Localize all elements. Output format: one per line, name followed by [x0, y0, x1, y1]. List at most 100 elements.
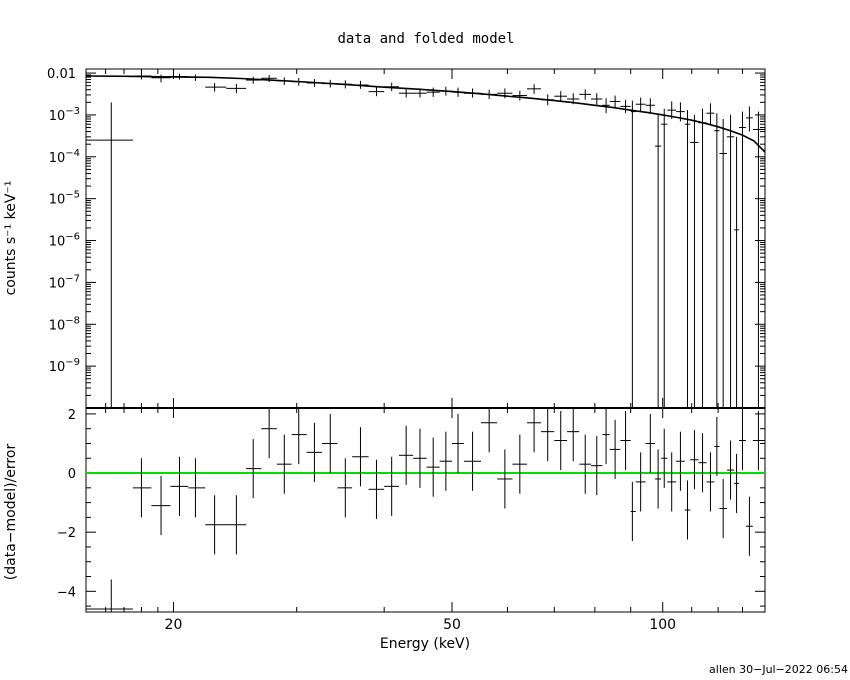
spectrum-panel: 0.01 10−3 10−4 10−5 10−6 10−7 10−8 10−9: [47, 67, 766, 409]
residual-point: [352, 427, 369, 487]
residual-point: [452, 413, 464, 474]
y-tick-label-spectrum: 10−4: [49, 148, 80, 166]
footer-stamp: allen 30−Jul−2022 06:54: [709, 663, 848, 676]
residual-point: [398, 425, 414, 485]
residual-point: [752, 410, 765, 471]
data-point: [734, 136, 739, 408]
residual-point: [635, 452, 646, 512]
data-point: [630, 100, 636, 408]
data-point: [554, 91, 568, 102]
residuals-frame: [85, 407, 766, 613]
y-tick-label-residuals: 2: [68, 408, 76, 423]
residual-point: [188, 458, 206, 518]
y-tick-label-spectrum: 10−7: [49, 273, 80, 291]
y-tick-label-spectrum: 10−3: [49, 106, 80, 124]
data-point: [527, 84, 541, 94]
data-point: [261, 74, 277, 83]
residual-point: [676, 431, 685, 491]
data-point: [635, 97, 646, 112]
residual-point: [261, 408, 277, 459]
residual-point: [714, 416, 720, 476]
y-tick-label-spectrum: 0.01: [47, 67, 76, 82]
y-tick-label-spectrum: 10−8: [49, 315, 80, 333]
residual-point: [413, 428, 427, 488]
data-point: [698, 108, 707, 408]
data-point: [368, 87, 385, 97]
y-tick-label-spectrum: 10−5: [49, 190, 80, 208]
data-point: [151, 74, 171, 83]
residual-point: [540, 408, 555, 462]
residual-point: [630, 481, 636, 542]
y-tick-label-spectrum: 10−9: [49, 357, 80, 375]
residual-point: [579, 434, 592, 494]
residual-point: [655, 449, 662, 509]
residual-point: [602, 408, 610, 465]
residual-point: [690, 430, 699, 490]
residual-point: [321, 413, 338, 474]
residual-point: [463, 431, 481, 491]
data-point: [602, 98, 610, 114]
residual-point: [706, 452, 715, 512]
y-tick-label-residuals: −4: [57, 585, 76, 600]
residual-point: [368, 459, 385, 519]
residual-point: [512, 434, 528, 494]
residual-point: [719, 478, 727, 539]
data-point: [86, 102, 133, 408]
residual-point: [151, 476, 171, 536]
data-point: [726, 114, 735, 408]
residual-point: [306, 422, 322, 482]
residual-point: [609, 419, 621, 479]
residual-point: [384, 456, 399, 516]
residual-point: [480, 408, 498, 453]
y-tick-label-residuals: 0: [68, 467, 76, 482]
model-line: [85, 75, 766, 153]
data-point: [752, 111, 765, 408]
residual-point: [745, 496, 753, 556]
residual-point: [205, 495, 227, 555]
data-point: [738, 111, 746, 408]
chart-title: data and folded model: [337, 31, 514, 47]
data-point: [579, 89, 592, 100]
residual-point: [734, 453, 739, 513]
x-axis-label: Energy (keV): [380, 636, 470, 652]
data-point: [620, 99, 631, 114]
y-tick-label-spectrum: 10−6: [49, 232, 80, 250]
residual-point: [661, 428, 668, 488]
data-point: [706, 103, 715, 125]
residual-point: [738, 410, 746, 471]
data-point: [226, 83, 247, 94]
spectrum-frame: [85, 68, 766, 409]
data-point: [398, 88, 414, 98]
residual-point: [527, 408, 541, 453]
data-point: [714, 113, 720, 408]
residual-point: [426, 437, 440, 497]
residual-point: [170, 456, 189, 516]
residual-point: [86, 579, 133, 612]
data-point: [690, 114, 699, 408]
data-point: [591, 93, 603, 106]
y-axis-label-residuals: (data−model)/error: [3, 444, 19, 581]
residual-point: [226, 495, 247, 555]
residual-point: [567, 408, 580, 462]
x-tick-label: 50: [443, 617, 461, 633]
residual-point: [698, 433, 707, 493]
residual-point: [439, 431, 453, 491]
residual-point: [591, 436, 603, 496]
residual-point: [132, 458, 152, 518]
data-point: [661, 108, 668, 408]
residual-point: [246, 439, 262, 499]
data-point: [512, 90, 528, 101]
data-point: [246, 76, 262, 84]
data-point: [205, 82, 227, 92]
data-point: [684, 110, 691, 408]
residual-point: [276, 434, 292, 494]
residual-point: [554, 410, 568, 471]
data-point: [426, 87, 440, 97]
data-point: [645, 98, 656, 114]
data-point: [745, 106, 753, 132]
data-point: [609, 95, 621, 108]
residual-point: [337, 458, 353, 518]
residual-point: [645, 413, 656, 474]
